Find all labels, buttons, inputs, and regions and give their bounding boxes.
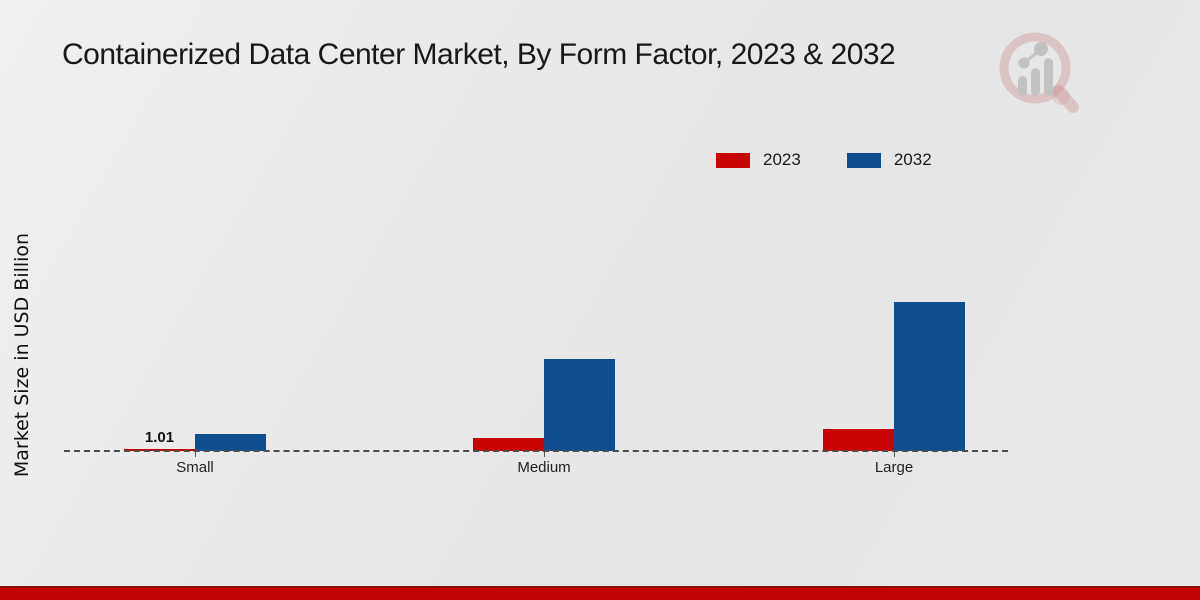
bar-2032-large (894, 302, 965, 451)
legend-item-2023: 2023 (716, 150, 801, 170)
bar-2032-small (195, 434, 266, 451)
x-axis-category-label-medium: Medium (517, 459, 571, 476)
legend-swatch-2032 (846, 152, 881, 168)
bottom-red-stripe (0, 586, 1200, 600)
chart-title: Containerized Data Center Market, By For… (62, 38, 896, 71)
legend-swatch-2023 (716, 152, 750, 168)
magnifier-bar-chart-logo (999, 32, 1079, 113)
bar-2023-large (823, 429, 894, 451)
x-axis-baseline-dashed (64, 450, 1008, 452)
x-axis-tick (195, 452, 196, 457)
legend-label-2032: 2032 (893, 150, 932, 169)
bar-value-label: 1.01 (144, 429, 175, 446)
x-axis-category-label-large: Large (874, 459, 914, 476)
bar-2023-medium (473, 438, 544, 451)
legend: 2023 2032 (716, 150, 932, 170)
legend-item-2032: 2032 (846, 150, 932, 170)
y-axis-label: Market Size in USD Billion (11, 232, 33, 478)
bar-2032-medium (544, 359, 615, 451)
x-axis-tick (894, 452, 895, 457)
x-axis-category-label-small: Small (176, 459, 214, 476)
x-axis-tick (544, 452, 545, 457)
legend-label-2023: 2023 (763, 150, 801, 169)
